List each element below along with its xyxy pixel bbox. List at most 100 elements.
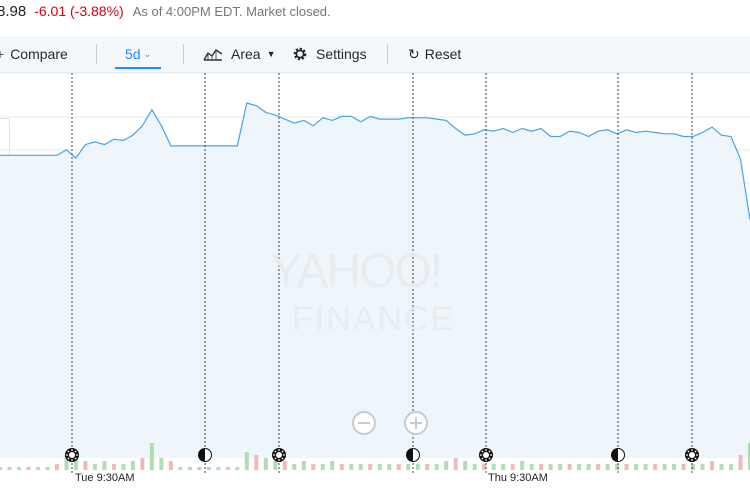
volume-bar (7, 467, 12, 470)
volume-bar (406, 464, 411, 470)
volume-bar (729, 464, 734, 470)
reset-icon: ↻ (408, 45, 420, 62)
volume-bar (16, 467, 21, 470)
volume-bar (168, 461, 173, 470)
volume-bar (83, 461, 88, 470)
volume-bar (92, 464, 97, 470)
chevron-down-icon: ▼ (266, 49, 276, 59)
price-chart[interactable] (0, 73, 750, 500)
quote-price: 8.98 (0, 3, 27, 20)
volume-bar (396, 464, 401, 470)
range-label: 5d (125, 46, 141, 62)
volume-bar (282, 461, 287, 470)
volume-bar (187, 467, 192, 470)
zoom-in-button[interactable] (404, 411, 428, 435)
zoom-out-button[interactable] (352, 411, 376, 435)
volume-bar (387, 464, 392, 470)
volume-bar (738, 455, 743, 470)
volume-bar (577, 464, 582, 470)
volume-bar (330, 461, 335, 470)
volume-bar (159, 458, 164, 470)
volume-bar (368, 464, 373, 470)
volume-bar (434, 464, 439, 470)
volume-bar (643, 464, 648, 470)
volume-bar (216, 467, 221, 470)
volume-bar (45, 467, 50, 470)
volume-bar (624, 464, 629, 470)
settings-button[interactable]: Settings (292, 36, 367, 72)
settings-label: Settings (316, 46, 367, 62)
market-status: As of 4:00PM EDT. Market closed. (132, 4, 331, 19)
toolbar-divider (183, 44, 184, 64)
volume-bar (463, 461, 468, 470)
volume-bar (377, 464, 382, 470)
volume-bar (472, 464, 477, 470)
volume-bar (444, 461, 449, 470)
volume-bar (102, 461, 107, 470)
chart-type-label: Area (231, 46, 261, 62)
sun-icon (65, 448, 79, 462)
compare-label: Compare (10, 46, 68, 62)
volume-bar (225, 467, 230, 470)
chart-toolbar: + Compare 5d ⌄ Area ▼ Settings ↻ Reset (0, 36, 750, 73)
volume-bar (415, 464, 420, 470)
volume-bar (273, 461, 278, 470)
volume-bar (681, 464, 686, 470)
sun-icon (685, 448, 699, 462)
volume-bar (691, 464, 696, 470)
moon-icon (611, 448, 625, 462)
volume-bar (482, 464, 487, 470)
volume-bar (672, 464, 677, 470)
session-dividers (71, 73, 693, 458)
volume-bar (567, 464, 572, 470)
volume-bar (710, 461, 715, 470)
volume-bar (311, 464, 316, 470)
volume-bar (64, 455, 69, 470)
reset-button[interactable]: ↻ Reset (408, 36, 461, 72)
volume-bar (54, 464, 59, 470)
volume-bar (520, 461, 525, 470)
volume-bar (244, 452, 249, 470)
watermark-subtitle: FINANCE (292, 300, 456, 338)
chevron-down-icon: ⌄ (143, 48, 152, 59)
volume-bar (539, 464, 544, 470)
toolbar-divider (96, 44, 97, 64)
volume-bar (197, 467, 202, 470)
sun-icon (272, 448, 286, 462)
volume-bar (748, 443, 750, 470)
quote-header: 8.98 -6.01 (-3.88%) As of 4:00PM EDT. Ma… (0, 3, 331, 27)
volume-bar (425, 464, 430, 470)
volume-bar (339, 464, 344, 470)
toolbar-divider (387, 44, 388, 64)
volume-bar (26, 467, 31, 470)
compare-button[interactable]: + Compare (0, 36, 68, 72)
volume-bar (206, 467, 211, 470)
volume-bar (605, 464, 610, 470)
volume-bar (529, 464, 534, 470)
price-area (0, 103, 750, 458)
volume-bar (596, 464, 601, 470)
volume-bar (254, 455, 259, 470)
range-selector[interactable]: 5d ⌄ (115, 41, 162, 69)
x-axis-label: Tue 9:30AM (75, 472, 135, 484)
volume-bar (615, 464, 620, 470)
volume-bar (491, 464, 496, 470)
x-axis-label: Thu 9:30AM (488, 472, 548, 484)
volume-bar (292, 464, 297, 470)
volume-bar (548, 464, 553, 470)
volume-bar (719, 464, 724, 470)
volume-bar (634, 464, 639, 470)
volume-bar (558, 464, 563, 470)
chart-type-button[interactable]: Area ▼ (203, 36, 276, 72)
volume-bar (149, 443, 154, 470)
volume-bar (453, 458, 458, 470)
gear-icon (293, 47, 307, 61)
volume-bar (178, 467, 183, 470)
volume-bar (140, 458, 145, 470)
watermark-logo: YAHOO! (270, 245, 443, 298)
area-chart-icon (203, 49, 223, 61)
quote-change: -6.01 (-3.88%) (34, 3, 124, 19)
volume-bar (0, 467, 2, 470)
reset-label: Reset (424, 46, 462, 62)
plus-icon: + (0, 46, 5, 62)
